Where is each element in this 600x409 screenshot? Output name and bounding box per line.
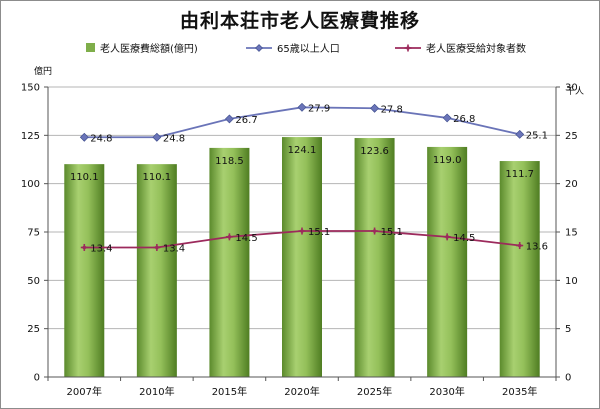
- left-tick-label: 50: [27, 276, 40, 287]
- line-value-label: 13.4: [90, 243, 112, 254]
- left-tick-label: 25: [27, 324, 40, 335]
- left-axis-unit: 億円: [34, 65, 52, 77]
- line-value-label: 26.8: [453, 114, 475, 125]
- bar: [209, 147, 250, 377]
- line-value-label: 24.8: [163, 133, 185, 144]
- right-axis-unit: 千人: [566, 86, 584, 97]
- x-tick-label: 2015年: [212, 385, 247, 398]
- x-tick-label: 2030年: [429, 385, 464, 398]
- bar-value-label: 110.1: [143, 172, 172, 183]
- bar: [427, 146, 468, 377]
- bar-value-label: 118.5: [215, 156, 244, 167]
- bar: [64, 164, 105, 377]
- line-point: [153, 243, 161, 251]
- line-point: [79, 132, 89, 142]
- line-point: [297, 102, 307, 112]
- legend-label: 老人医療費総額(億円): [100, 42, 198, 55]
- legend: 老人医療費総額(億円) 65歳以上人口 老人医療受給対象者数: [86, 42, 526, 55]
- left-tick-label: 100: [21, 179, 40, 190]
- chart-title: 由利本荘市老人医療費推移: [179, 10, 420, 32]
- right-tick-label: 15: [565, 228, 578, 239]
- line-value-label: 13.4: [163, 243, 185, 254]
- line-point: [371, 227, 379, 235]
- left-tick-label: 0: [34, 373, 40, 384]
- x-tick-label: 2010年: [139, 385, 174, 398]
- line-value-label: 15.1: [308, 227, 330, 238]
- left-tick-label: 125: [21, 131, 40, 142]
- line-point: [515, 129, 525, 139]
- bar-value-label: 123.6: [360, 146, 389, 157]
- line-point: [442, 113, 452, 123]
- legend-label: 65歳以上人口: [277, 43, 340, 55]
- bar: [499, 161, 540, 377]
- right-tick-label: 5: [565, 324, 571, 335]
- line-value-label: 14.5: [453, 233, 475, 244]
- line-point: [80, 243, 88, 251]
- x-tick-label: 2025年: [357, 385, 392, 398]
- line-value-label: 25.1: [526, 130, 548, 141]
- line-point: [225, 114, 234, 124]
- line-value-label: 13.6: [526, 242, 548, 253]
- line-value-label: 26.7: [235, 115, 257, 126]
- line-point: [370, 103, 379, 113]
- left-tick-label: 150: [21, 83, 40, 94]
- bar: [282, 137, 322, 377]
- legend-marker: [255, 44, 263, 52]
- line-value-label: 14.5: [235, 233, 257, 244]
- line-value-label: 15.1: [381, 227, 403, 238]
- line-point: [225, 233, 233, 241]
- x-tick-label: 2035年: [502, 385, 537, 398]
- data-labels: 110.1 110.1 118.5 124.1 123.6 119.0 111.7 24.8 2…: [70, 103, 548, 254]
- bar-series: [64, 137, 540, 377]
- right-tick-label: 20: [565, 179, 578, 190]
- bar-value-label: 111.7: [505, 169, 534, 180]
- bar-value-label: 110.1: [70, 172, 99, 183]
- line-value-label: 24.8: [90, 133, 112, 144]
- bar-value-label: 124.1: [288, 145, 317, 156]
- legend-label: 老人医療受給対象者数: [426, 42, 526, 55]
- bar: [136, 164, 177, 377]
- line-point: [298, 227, 306, 235]
- line-point: [152, 132, 162, 142]
- bar: [354, 138, 395, 377]
- line-point: [443, 233, 451, 241]
- line-point: [516, 242, 524, 250]
- right-tick-label: 30: [565, 83, 578, 94]
- x-tick-label: 2007年: [67, 385, 102, 398]
- legend-marker: [404, 44, 412, 52]
- line-series: [79, 102, 525, 251]
- right-tick-label: 10: [565, 276, 578, 287]
- right-tick-label: 0: [565, 373, 571, 384]
- line-value-label: 27.8: [381, 104, 403, 115]
- bar-value-label: 119.0: [433, 155, 462, 166]
- legend-swatch: [86, 43, 95, 52]
- right-tick-label: 25: [565, 131, 578, 142]
- x-tick-label: 2020年: [284, 385, 319, 398]
- line-value-label: 27.9: [308, 103, 330, 114]
- axes: 0 25 50 75 100 125 150 0 5 10 15 20 25 30 2007年 2010年 20…: [21, 83, 578, 399]
- left-tick-label: 75: [27, 228, 40, 239]
